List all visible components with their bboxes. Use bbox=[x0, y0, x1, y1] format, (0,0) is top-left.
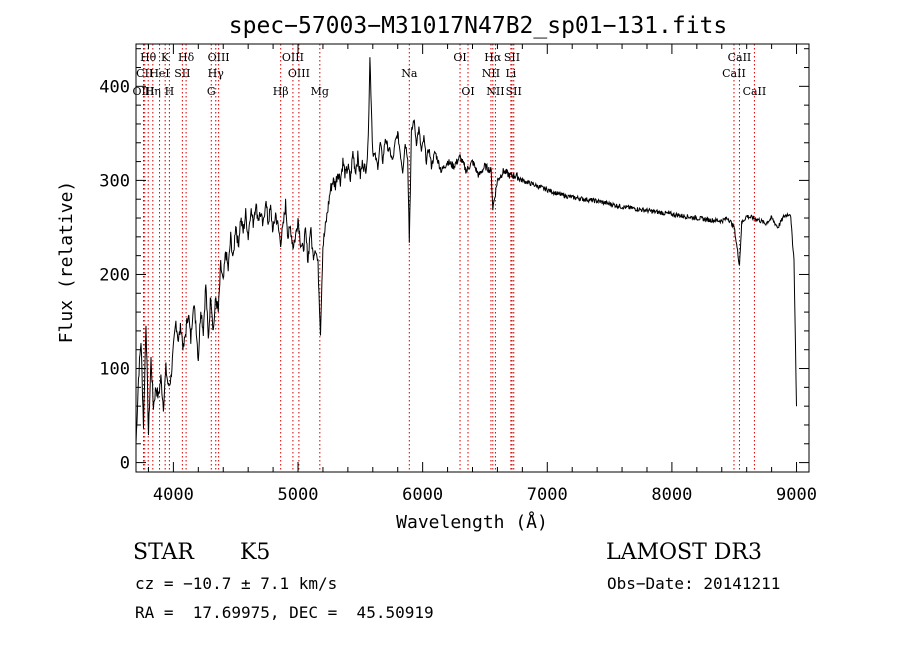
x-tick-label: 6000 bbox=[402, 485, 443, 505]
line-label: H bbox=[165, 85, 175, 98]
line-label: CII bbox=[136, 67, 153, 80]
spectrum-chart: spec−57003−M31017N47B2_sp01−131.fits Hθ C… bbox=[56, 13, 817, 533]
y-axis-label: Flux (relative) bbox=[56, 181, 77, 344]
line-label: Hθ bbox=[140, 51, 157, 64]
x-tick-label: 9000 bbox=[776, 485, 817, 505]
line-label: NII bbox=[486, 85, 504, 98]
line-label: OIII bbox=[288, 67, 310, 80]
x-axis: 4000 5000 6000 7000 8000 9000 bbox=[147, 44, 817, 505]
y-tick-label: 200 bbox=[99, 265, 130, 285]
line-label: K bbox=[161, 51, 170, 64]
x-tick-label: 8000 bbox=[651, 485, 692, 505]
chart-title: spec−57003−M31017N47B2_sp01−131.fits bbox=[229, 13, 728, 39]
line-label: OIII bbox=[208, 51, 230, 64]
line-markers bbox=[142, 44, 755, 472]
line-label: CaII bbox=[722, 67, 746, 80]
line-label: Mg bbox=[311, 85, 329, 98]
line-label: CaII bbox=[728, 51, 752, 64]
coordinates: RA = 17.69975, DEC = 45.50919 bbox=[135, 603, 434, 622]
line-label: OI bbox=[461, 85, 474, 98]
x-tick-label: 4000 bbox=[153, 485, 194, 505]
line-label: Hγ bbox=[208, 67, 225, 80]
y-tick-label: 400 bbox=[99, 77, 130, 97]
line-label: SII bbox=[506, 85, 522, 98]
x-tick-label: 5000 bbox=[278, 485, 319, 505]
line-label: NII bbox=[482, 67, 500, 80]
y-tick-label: 0 bbox=[120, 454, 130, 474]
line-label: OI bbox=[453, 51, 466, 64]
redshift-cz: cz = −10.7 ± 7.1 km/s bbox=[135, 574, 338, 593]
line-label: SII bbox=[174, 67, 190, 80]
line-label: Hα bbox=[484, 51, 502, 64]
line-label: CaII bbox=[743, 85, 767, 98]
survey-name: LAMOST DR3 bbox=[606, 540, 762, 565]
line-label: Na bbox=[401, 67, 418, 80]
line-label: Hη bbox=[145, 85, 161, 98]
y-axis: 0 100 200 300 400 bbox=[99, 48, 809, 474]
subclass: K5 bbox=[240, 540, 271, 565]
line-label: SII bbox=[504, 51, 520, 64]
y-tick-label: 300 bbox=[99, 171, 130, 191]
line-label: OIII bbox=[132, 85, 154, 98]
line-label: Li bbox=[505, 67, 516, 80]
x-axis-label: Wavelength (Å) bbox=[396, 511, 548, 533]
object-type: STAR bbox=[133, 540, 194, 565]
line-label: G bbox=[207, 85, 216, 98]
spectrum-line bbox=[135, 57, 797, 444]
line-label: HeI bbox=[149, 67, 169, 80]
y-tick-label: 100 bbox=[99, 360, 130, 380]
x-tick-label: 7000 bbox=[527, 485, 568, 505]
line-label: Hβ bbox=[273, 85, 289, 98]
observation-date: Obs−Date: 20141211 bbox=[607, 574, 781, 593]
plot-frame bbox=[135, 43, 810, 473]
line-label: Hδ bbox=[178, 51, 195, 64]
line-label: OIII bbox=[282, 51, 304, 64]
